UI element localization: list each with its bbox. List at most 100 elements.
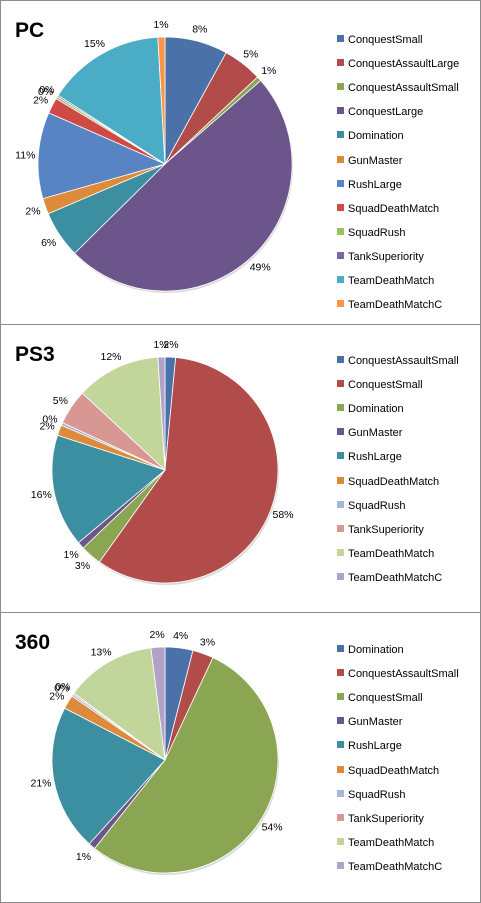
data-label-domination: 3% xyxy=(75,560,90,572)
legend-swatch xyxy=(337,669,344,677)
legend-swatch xyxy=(337,765,344,773)
legend-label: GunMaster xyxy=(348,716,403,729)
legend-item-team-death-match-c: TeamDeathMatchC xyxy=(337,299,442,311)
legend-item-rush-large: RushLarge xyxy=(337,179,402,191)
legend-swatch xyxy=(337,861,344,869)
legend-label: TankSuperiority xyxy=(348,812,424,825)
legend-item-team-death-match: TeamDeathMatch xyxy=(337,275,434,287)
legend-swatch xyxy=(337,693,344,701)
legend-item-rush-large: RushLarge xyxy=(337,740,402,752)
legend-label: TeamDeathMatch xyxy=(348,547,435,560)
legend-swatch xyxy=(337,645,344,652)
data-label-squad-rush: 0% xyxy=(54,683,69,695)
legend-swatch xyxy=(337,227,344,235)
legend-item-gun-master: GunMaster xyxy=(337,427,402,439)
data-label-squad-death-match: 2% xyxy=(33,95,48,107)
legend-item-domination: Domination xyxy=(337,403,404,415)
data-label-rush-large: 11% xyxy=(15,149,35,161)
legend-item-domination: Domination xyxy=(337,644,404,656)
data-label-conquest-small: 54% xyxy=(262,821,283,833)
legend-item-conquest-small: ConquestSmall xyxy=(337,692,423,704)
legend-label: Domination xyxy=(348,403,404,416)
legend-label: TankSuperiority xyxy=(348,250,424,263)
legend-label: ConquestAssaultSmall xyxy=(348,82,459,95)
slice-conquest-small xyxy=(98,357,279,584)
legend-swatch xyxy=(337,428,344,436)
legend-item-team-death-match: TeamDeathMatch xyxy=(337,548,434,560)
legend-item-domination: Domination xyxy=(337,130,404,142)
slice-rush-large xyxy=(37,112,167,200)
data-label-conquest-small: 58% xyxy=(272,509,293,521)
legend-swatch xyxy=(337,789,344,797)
legend-item-conquest-small: ConquestSmall xyxy=(337,379,423,391)
slice-rush-large xyxy=(51,707,166,845)
data-label-conquest-large: 49% xyxy=(250,262,271,274)
pc-chart-title: PC xyxy=(15,19,45,42)
legend-swatch xyxy=(337,155,344,163)
legend-swatch xyxy=(337,500,344,508)
x360-chart-panel: 4% 3% 54% 1% 21% 2% 0% 0% 13% 2% 360 Domination Co… xyxy=(0,612,481,903)
legend-item-conquest-assault-small: ConquestAssaultSmall xyxy=(337,355,459,367)
x360-chart-title: 360 xyxy=(15,631,51,654)
legend-swatch xyxy=(337,837,344,845)
data-label-team-death-match-c: 1% xyxy=(153,339,168,351)
legend-swatch xyxy=(337,380,344,388)
legend-label: ConquestAssaultSmall xyxy=(348,668,459,681)
data-label-team-death-match: 15% xyxy=(84,38,105,50)
data-label-tank-superiority: 0% xyxy=(55,681,70,693)
legend-label: GunMaster xyxy=(348,154,403,167)
data-label-squad-death-match: 2% xyxy=(49,690,64,702)
data-label-gun-master: 1% xyxy=(64,549,79,561)
legend-label: SquadDeathMatch xyxy=(348,764,440,777)
legend-item-tank-superiority: TankSuperiority xyxy=(337,251,424,263)
data-label-rush-large: 16% xyxy=(31,489,52,501)
legend-swatch xyxy=(337,131,344,139)
pc-pie-chart: 8%5%1%49%6%2%11%2%0%0%15%1% xyxy=(15,19,293,293)
legend-swatch xyxy=(337,107,344,115)
data-label-squad-death-match: 2% xyxy=(40,421,55,433)
data-label-team-death-match: 12% xyxy=(100,351,121,363)
legend-label: SquadDeathMatch xyxy=(348,202,440,215)
data-label-domination: 4% xyxy=(173,630,188,642)
data-label-rush-large: 21% xyxy=(30,778,51,790)
legend-label: RushLarge xyxy=(348,740,402,753)
legend-swatch xyxy=(337,548,344,556)
legend-label: ConquestAssaultSmall xyxy=(348,355,459,367)
legend-item-squad-rush: SquadRush xyxy=(337,789,406,801)
x360-pie-chart: 4%3%54%1%21%2%0%0%13%2% xyxy=(30,629,283,875)
legend-swatch xyxy=(337,572,344,580)
legend-label: GunMaster xyxy=(348,427,403,440)
legend-item-rush-large: RushLarge xyxy=(337,451,402,463)
slice-team-death-match xyxy=(73,647,166,761)
slice-team-death-match xyxy=(57,36,166,165)
legend-label: RushLarge xyxy=(348,451,402,464)
slice-conquest-large xyxy=(74,80,293,292)
legend-label: ConquestSmall xyxy=(348,379,423,392)
legend-item-tank-superiority: TankSuperiority xyxy=(337,524,424,536)
legend-swatch xyxy=(337,476,344,484)
data-label-tank-superiority: 0% xyxy=(39,84,54,96)
data-label-squad-rush: 0% xyxy=(38,86,53,98)
data-label-conquest-assault-small: 3% xyxy=(200,636,215,648)
legend-item-gun-master: GunMaster xyxy=(337,716,402,728)
legend-item-conquest-assault-small: ConquestAssaultSmall xyxy=(337,668,459,680)
legend-item-team-death-match: TeamDeathMatch xyxy=(337,837,434,849)
ps3-pie-chart: 2%58%3%1%16%2%0%5%12%1% xyxy=(31,339,294,585)
legend-label: TeamDeathMatchC xyxy=(348,571,443,584)
legend-item-team-death-match-c: TeamDeathMatchC xyxy=(337,572,442,584)
legend-label: SquadRush xyxy=(348,788,406,801)
legend-label: ConquestSmall xyxy=(348,34,423,46)
legend-label: TeamDeathMatchC xyxy=(348,299,443,312)
data-label-team-death-match-c: 2% xyxy=(150,629,165,641)
legend-item-squad-death-match: SquadDeathMatch xyxy=(337,765,439,777)
data-label-team-death-match: 13% xyxy=(91,646,112,658)
ps3-chart-panel: 2% 58% 3% 1% 16% 2% 0% 5% 12% 1% PS3 ConquestAssa… xyxy=(0,324,481,613)
legend-label: TeamDeathMatch xyxy=(348,275,435,287)
data-label-conquest-small: 8% xyxy=(192,23,207,35)
legend-swatch xyxy=(337,83,344,91)
legend-swatch xyxy=(337,35,344,42)
legend-swatch xyxy=(337,813,344,821)
pc-chart-panel: 8% 5% 1% 49% 6% 2% 11% 2% 0% 0% 15% 1% PC ConquestS… xyxy=(0,0,481,325)
legend-swatch xyxy=(337,452,344,460)
